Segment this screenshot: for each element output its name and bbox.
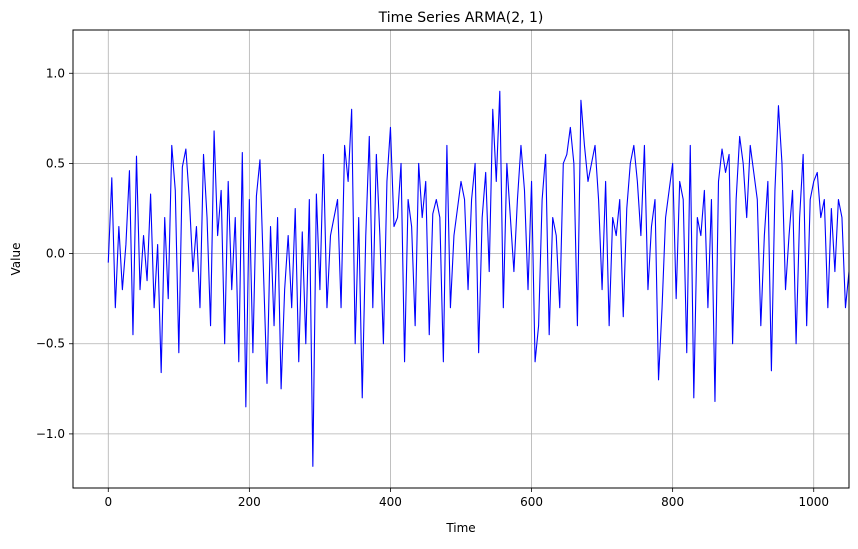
- x-tick-label: 800: [661, 495, 684, 509]
- plot-background: [73, 30, 849, 488]
- x-tick-label: 600: [520, 495, 543, 509]
- x-tick-label: 400: [379, 495, 402, 509]
- x-tick-label: 1000: [798, 495, 829, 509]
- chart-title: Time Series ARMA(2, 1): [378, 10, 544, 26]
- y-tick-label: 0.5: [46, 156, 65, 170]
- y-axis-ticks: −1.0 −0.5 0.0 0.5 1.0: [36, 66, 73, 441]
- y-tick-label: −0.5: [36, 337, 65, 351]
- series-line: [107, 90, 850, 467]
- series-layer: [107, 90, 850, 467]
- y-tick-label: 0.0: [46, 247, 65, 261]
- x-tick-label: 200: [238, 495, 261, 509]
- y-tick-label: −1.0: [36, 427, 65, 441]
- plot-frame: [72, 29, 850, 489]
- x-tick-label: 0: [104, 495, 112, 509]
- y-tick-label: 1.0: [46, 66, 65, 80]
- x-axis-ticks: 0 200 400 600 800 1000: [104, 488, 829, 509]
- x-axis-label: Time: [445, 521, 475, 535]
- y-axis-label: Value: [9, 243, 23, 276]
- grid-lines: [73, 30, 849, 488]
